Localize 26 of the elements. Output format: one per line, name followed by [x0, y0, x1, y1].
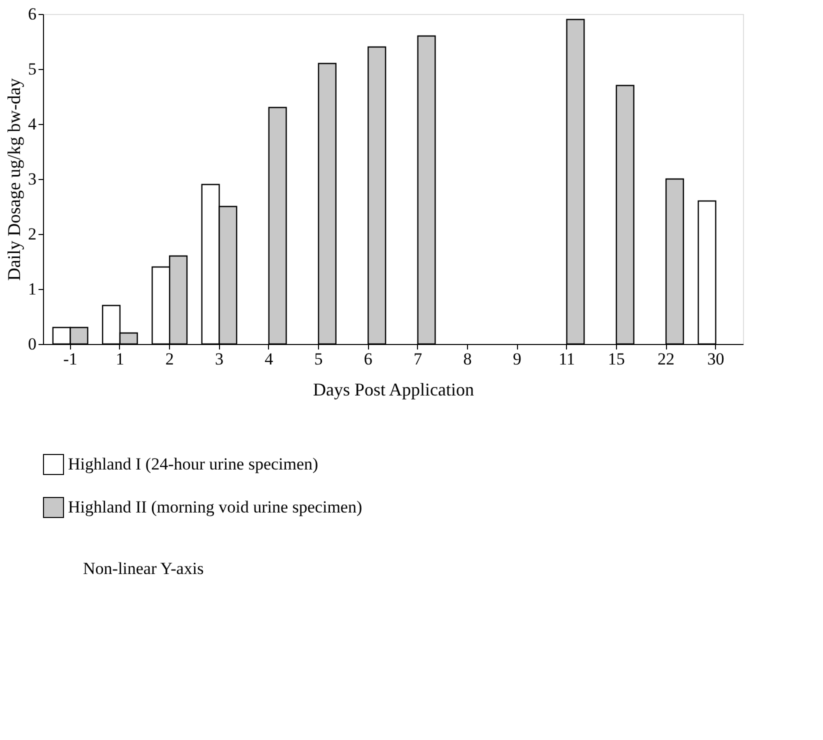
- x-tick-label: 4: [264, 350, 274, 368]
- text: Non-linear Y-axis: [83, 559, 204, 578]
- y-tick-label: 4: [28, 114, 37, 134]
- x-tick-label: 15: [608, 350, 625, 368]
- x-tick-label: 9: [512, 350, 522, 368]
- x-tick-label: 30: [707, 350, 724, 368]
- y-tick-label: 5: [28, 60, 36, 78]
- x-tick-label: -1: [63, 350, 78, 368]
- y-tick-label: 1: [28, 280, 36, 298]
- legend-label: Highland I (24-hour urine specimen): [68, 454, 318, 474]
- y-tick-label: 6: [28, 4, 36, 24]
- x-tick-label: 7: [414, 350, 423, 368]
- y-axis-title: Daily Dosage ug/kg bw-day: [4, 78, 24, 281]
- y-tick-label: 2: [28, 224, 36, 244]
- x-tick-label: 2: [165, 350, 174, 368]
- x-tick-label: 22: [658, 350, 675, 368]
- x-tick-label: 3: [214, 350, 224, 368]
- x-tick-label: 8: [463, 350, 472, 368]
- legend-label: Highland II (morning void urine specimen): [68, 498, 362, 516]
- x-tick-label: 5: [314, 350, 323, 368]
- x-tick-label: 1: [116, 350, 124, 368]
- x-tick-label: 11: [558, 350, 575, 368]
- x-tick-label: 6: [364, 350, 372, 368]
- x-axis-title: Days Post Application: [313, 380, 474, 400]
- y-tick-label: 0: [28, 334, 36, 354]
- y-tick-label: 3: [28, 170, 36, 188]
